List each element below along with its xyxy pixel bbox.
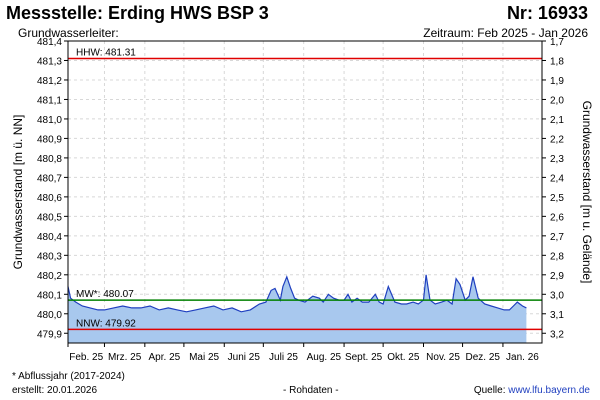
x-tick-label: Mai 25 xyxy=(189,352,219,363)
y-right-tick-label: 1,9 xyxy=(550,76,564,87)
aquifer-label: Grundwasserleiter: xyxy=(18,26,119,40)
y-right-tick-label: 2,7 xyxy=(550,232,564,243)
y-tick-label: 479,9 xyxy=(37,329,62,340)
x-tick-label: Sept. 25 xyxy=(345,352,383,363)
source-link[interactable]: www.lfu.bayern.de xyxy=(508,385,590,396)
created-date: erstellt: 20.01.2026 xyxy=(12,385,98,396)
y-tick-label: 481,4 xyxy=(37,37,62,48)
y-right-tick-label: 1,8 xyxy=(550,56,564,67)
x-tick-label: Okt. 25 xyxy=(387,352,420,363)
y-right-tick-label: 2,5 xyxy=(550,193,564,204)
series-line xyxy=(67,274,527,313)
y-right-tick-label: 3,0 xyxy=(550,290,564,301)
y-right-tick-label: 2,9 xyxy=(550,271,564,282)
y-right-tick-label: 2,6 xyxy=(550,212,564,223)
y-right-tick-label: 2,0 xyxy=(550,95,564,106)
y-tick-label: 480,3 xyxy=(37,251,62,262)
y-tick-label: 480,0 xyxy=(37,310,62,321)
y-axis-label-right: Grundwasserstand [m u. Gelände] xyxy=(580,101,594,284)
x-tick-label: Feb. 25 xyxy=(69,352,103,363)
y-tick-label: 481,0 xyxy=(37,115,62,126)
x-tick-label: Aug. 25 xyxy=(307,352,342,363)
y-tick-label: 481,1 xyxy=(37,95,62,106)
y-axis-left: 479,9 480,0 480,1 480,2 480,3 480,4 480,5 480,6… xyxy=(37,37,68,340)
y-tick-label: 480,6 xyxy=(37,193,62,204)
station-title: Messstelle: Erding HWS BSP 3 xyxy=(6,3,269,23)
y-tick-label: 480,5 xyxy=(37,212,62,223)
y-tick-label: 480,2 xyxy=(37,271,62,282)
y-tick-label: 480,7 xyxy=(37,173,62,184)
y-tick-label: 481,2 xyxy=(37,76,62,87)
period-label: Zeitraum: Feb 2025 - Jan 2026 xyxy=(423,26,588,40)
x-tick-label: Dez. 25 xyxy=(466,352,501,363)
y-axis-right: 3,2 3,1 3,0 2,9 2,8 2,7 2,6 2,5 2,4 2,3 2,2 2,1 2,0 1… xyxy=(542,37,564,340)
hhw-label: HHW: 481.31 xyxy=(76,48,136,59)
reference-lines: HHW: 481.31 MW*: 480.07 NNW: 479.92 xyxy=(68,48,542,331)
series-area-fill xyxy=(68,274,527,343)
y-right-tick-label: 2,4 xyxy=(550,173,564,184)
y-tick-label: 480,1 xyxy=(37,290,62,301)
y-right-tick-label: 2,3 xyxy=(550,154,564,165)
x-tick-label: Juni 25 xyxy=(228,352,261,363)
y-tick-label: 480,8 xyxy=(37,154,62,165)
x-tick-label: Nov. 25 xyxy=(426,352,460,363)
y-right-tick-label: 3,1 xyxy=(550,310,564,321)
x-tick-label: Jan. 26 xyxy=(506,352,539,363)
plot-frame xyxy=(67,40,543,344)
source-label: Quelle: xyxy=(473,385,509,396)
y-right-tick-label: 1,7 xyxy=(550,37,564,48)
y-tick-label: 481,3 xyxy=(37,56,62,67)
y-axis-label-left: Grundwasserstand [m ü. NN] xyxy=(11,115,25,270)
x-axis: Feb. 25 Mrz. 25 Apr. 25 Mai 25 Juni 25 Juli 2… xyxy=(67,343,539,363)
nnw-label: NNW: 479.92 xyxy=(76,318,136,329)
y-right-tick-label: 2,8 xyxy=(550,251,564,262)
y-right-tick-label: 2,2 xyxy=(550,134,564,145)
x-tick-label: Apr. 25 xyxy=(149,352,181,363)
series-area xyxy=(67,274,527,343)
y-right-tick-label: 2,1 xyxy=(550,115,564,126)
footnote: * Abflussjahr (2017-2024) xyxy=(12,371,125,382)
station-number: Nr: 16933 xyxy=(506,3,588,23)
grid xyxy=(68,40,542,343)
y-tick-label: 480,4 xyxy=(37,232,62,243)
mw-label: MW*: 480.07 xyxy=(76,289,134,300)
x-tick-label: Juli 25 xyxy=(269,352,298,363)
x-tick-label: Mrz. 25 xyxy=(108,352,142,363)
source: Quelle: www.lfu.bayern.de xyxy=(474,385,590,396)
y-tick-label: 480,9 xyxy=(37,134,62,145)
raw-data-note: - Rohdaten - xyxy=(283,385,339,396)
y-right-tick-label: 3,2 xyxy=(550,329,564,340)
